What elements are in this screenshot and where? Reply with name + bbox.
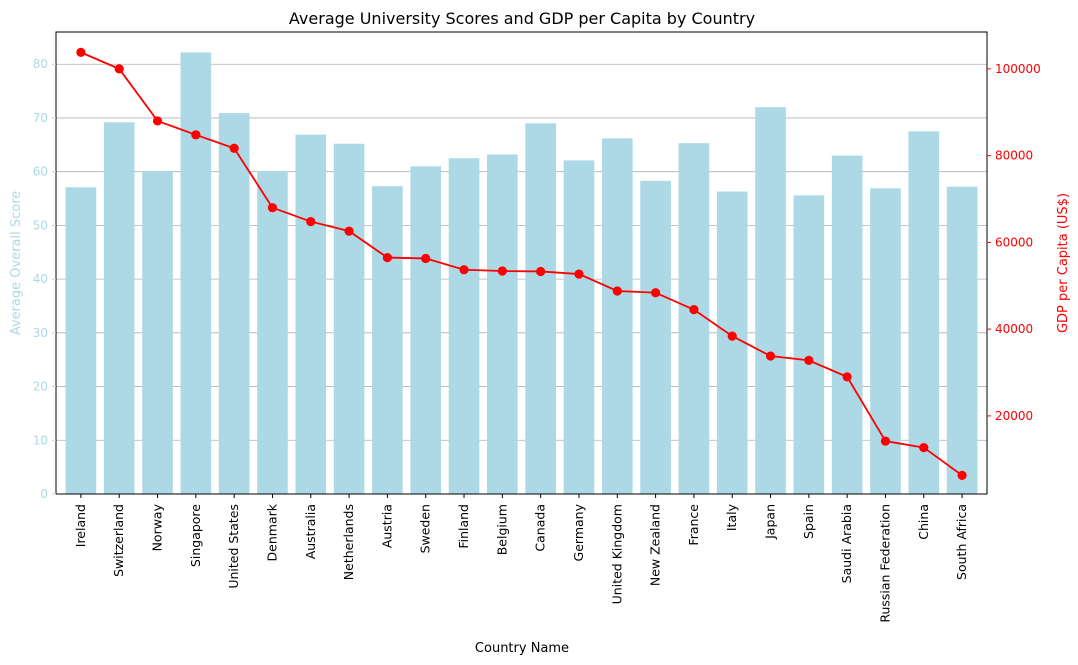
bar xyxy=(372,186,403,494)
category-label: Switzerland xyxy=(111,504,126,577)
category-label: Japan xyxy=(763,504,778,540)
category-label: South Africa xyxy=(954,504,969,580)
right-tick-label: 80000 xyxy=(995,149,1033,163)
category-label: Germany xyxy=(571,503,586,561)
right-axis-label: GDP per Capita (US$) xyxy=(1056,193,1071,333)
bar xyxy=(487,154,518,495)
bar xyxy=(65,187,97,495)
category-label: Finland xyxy=(456,504,471,549)
category-label: United Kingdom xyxy=(609,504,624,604)
plot-frame xyxy=(55,31,988,495)
category-label: Russian Federation xyxy=(877,504,892,623)
bar xyxy=(295,134,327,494)
bar xyxy=(103,122,135,494)
bars xyxy=(65,52,978,495)
left-tick-label: 70 xyxy=(33,111,48,125)
gdp-point xyxy=(880,436,891,446)
left-axis-label: Average Overall Score xyxy=(9,191,24,336)
right-tick-label: 20000 xyxy=(995,409,1033,423)
category-label: Australia xyxy=(303,504,318,559)
gdp-point xyxy=(191,130,201,140)
category-labels: Ireland Switzerland Norway Singapore United … xyxy=(73,503,969,622)
x-axis-label: Country Name xyxy=(475,641,569,656)
bar xyxy=(257,171,288,494)
bar xyxy=(870,188,901,494)
bar xyxy=(678,143,710,494)
category-label: Sweden xyxy=(418,504,433,553)
bar xyxy=(946,186,978,494)
gdp-point xyxy=(306,216,316,227)
left-tick-label: 60 xyxy=(33,165,48,179)
left-tick-label: 10 xyxy=(33,433,48,447)
bar xyxy=(601,138,633,495)
bar xyxy=(563,160,595,495)
gdp-point xyxy=(536,266,546,277)
right-tick-label: 60000 xyxy=(995,235,1033,249)
gdp-point xyxy=(842,372,852,382)
category-label: China xyxy=(916,504,931,540)
category-label: Belgium xyxy=(494,504,509,555)
left-tick-label: 50 xyxy=(33,218,48,232)
bar xyxy=(180,52,212,495)
gdp-point xyxy=(650,288,661,298)
gdp-point xyxy=(76,47,86,57)
category-label: Ireland xyxy=(73,504,88,547)
gdp-point xyxy=(497,266,507,276)
category-label: Singapore xyxy=(188,504,203,567)
category-label: Spain xyxy=(801,504,816,539)
chart-title: Average University Scores and GDP per Ca… xyxy=(289,9,755,28)
bar xyxy=(333,143,365,494)
bar xyxy=(908,131,940,494)
gdp-line xyxy=(76,47,967,480)
gdp-point xyxy=(382,252,393,263)
gdp-point xyxy=(689,305,699,315)
bar xyxy=(448,158,480,494)
gdp-point xyxy=(957,470,967,480)
gdp-point xyxy=(229,143,239,153)
axes xyxy=(55,31,988,495)
category-label: Denmark xyxy=(264,503,279,561)
gdp-point xyxy=(267,203,278,213)
bar xyxy=(793,195,825,494)
category-label: Norway xyxy=(150,503,165,551)
category-label: Saudi Arabia xyxy=(839,504,854,583)
gdp-point xyxy=(344,226,354,236)
category-label: United States xyxy=(226,504,241,589)
gdp-point xyxy=(574,269,584,279)
bar xyxy=(755,107,786,495)
gdp-point xyxy=(114,64,124,74)
gdp-point xyxy=(152,116,163,126)
bar xyxy=(640,180,671,494)
category-label: Canada xyxy=(533,504,548,552)
gdp-point xyxy=(727,331,737,341)
gdp-point xyxy=(459,265,469,275)
left-tick-label: 40 xyxy=(33,272,48,286)
gdp-line-path xyxy=(80,51,963,477)
gdp-point xyxy=(765,351,776,361)
category-label: Netherlands xyxy=(341,504,356,580)
bar xyxy=(525,123,556,494)
category-label: France xyxy=(686,504,701,546)
bar xyxy=(410,166,442,495)
gdp-point xyxy=(919,442,929,453)
bar xyxy=(142,171,173,494)
gdp-point xyxy=(612,286,622,296)
gdp-point xyxy=(804,355,814,365)
left-tick-label: 0 xyxy=(40,487,48,501)
ticks: 0 10 20 30 40 50 60 70 80 20000 40000 60000 80000 100… xyxy=(33,57,1041,501)
bar xyxy=(716,191,748,495)
left-tick-label: 30 xyxy=(33,326,48,340)
left-tick-label: 20 xyxy=(33,380,48,394)
left-tick-label: 80 xyxy=(33,57,48,71)
right-tick-label: 100000 xyxy=(995,62,1041,76)
category-label: Italy xyxy=(724,503,739,531)
category-label: New Zealand xyxy=(648,504,663,586)
gdp-point xyxy=(421,253,431,264)
bar xyxy=(218,113,250,495)
category-label: Austria xyxy=(379,504,394,548)
bar xyxy=(831,155,863,494)
right-tick-label: 40000 xyxy=(995,322,1033,336)
